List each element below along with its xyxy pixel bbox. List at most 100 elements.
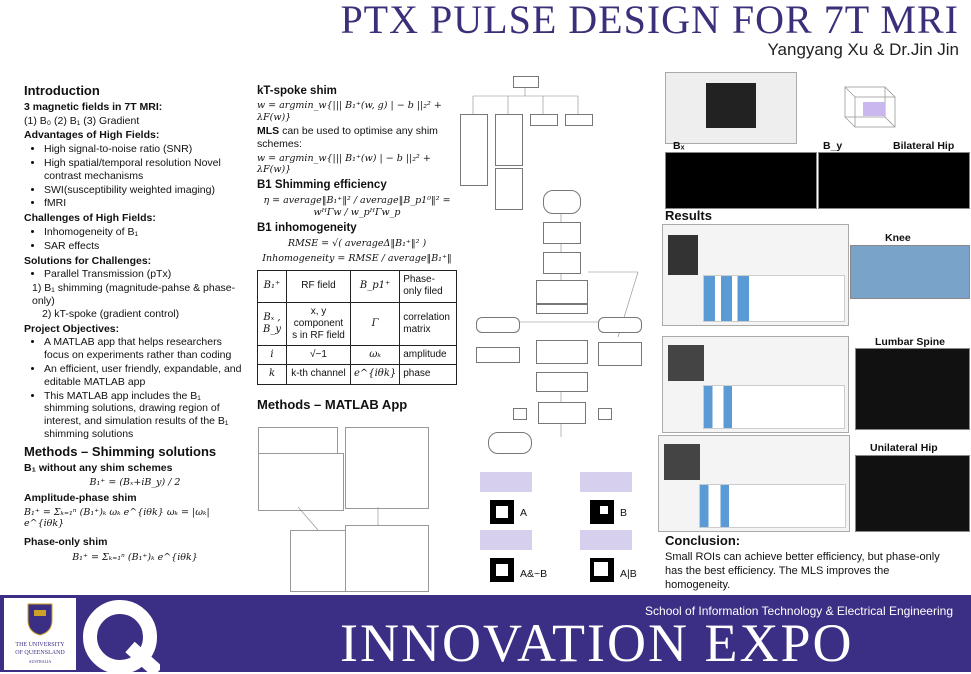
list-item: Inhomogeneity of B₁ <box>44 226 246 239</box>
q-logo-icon <box>83 600 160 672</box>
eq-noshim: B₁⁺ = (Bₓ+iB_y) / 2 <box>89 477 181 489</box>
table-cell: e^{iθk} <box>349 364 401 385</box>
roi-figure <box>480 472 632 582</box>
list-item: This MATLAB app includes the B₁ shimming… <box>44 390 246 441</box>
flow-box <box>598 342 642 366</box>
roi-label-anotb: A&~B <box>520 568 548 580</box>
flow-box <box>488 432 532 454</box>
eq-rmse: RMSE = √( averageΔ‖B₁⁺‖² ) <box>287 238 427 250</box>
fields-line: (1) B₀ (2) B₁ (3) Gradient <box>24 114 140 127</box>
header: PTX PULSE DESIGN FOR 7T MRI Yangyang Xu … <box>0 0 971 66</box>
knee-mri-image <box>668 235 698 275</box>
roi-cube-image <box>844 86 896 128</box>
footer <box>0 595 971 672</box>
list-item: SAR effects <box>44 240 246 253</box>
list-item: High signal-to-noise ratio (SNR) <box>44 143 246 156</box>
spine-mri-image <box>668 345 704 381</box>
roi-label-a: A <box>520 507 528 519</box>
sol-heading: Solutions for Challenges: <box>24 254 152 267</box>
flow-box <box>543 190 581 214</box>
conclusion-text: Small ROIs can achieve better efficiency… <box>665 551 940 591</box>
table-cell: x, y component s in RF field <box>286 301 351 347</box>
knee-efficiency-chart <box>703 275 845 322</box>
table-cell: Bₓ , B_y <box>257 301 287 347</box>
flow-box <box>476 317 520 333</box>
roi-label-aorb: A|B <box>620 568 637 580</box>
mls-word: MLS <box>257 125 280 138</box>
flow-box <box>513 76 539 88</box>
uml-connectors <box>297 506 379 531</box>
mls-line: MLS can be used to optimise any shim sch… <box>257 125 457 151</box>
adv-heading: Advantages of High Fields: <box>24 129 160 142</box>
unilateral-hip-label: Unilateral Hip <box>870 442 938 454</box>
uq-text-2: OF QUEENSLAND <box>15 650 65 656</box>
phase-heading: Phase-only shim <box>24 535 108 548</box>
flow-box <box>598 408 612 420</box>
table-cell: Phase-only filed <box>399 270 457 303</box>
uq-logo: THE UNIVERSITY OF QUEENSLAND AUSTRALIA <box>4 598 76 670</box>
eq-eff: η = average‖B₁⁺‖² / average‖B_p1⁰‖² = wᴴ… <box>263 194 451 218</box>
hip-mri-image <box>664 444 700 480</box>
flow-box <box>536 372 588 392</box>
table-cell: Γ <box>349 301 401 347</box>
spine-app-screenshot <box>662 336 849 433</box>
hip-app-screenshot <box>658 435 850 532</box>
eq-amp: B₁⁺ = Σₖ₌₁ⁿ (B₁⁺)ₖ ωₖ e^{iθk} ωₖ = |ωₖ| … <box>24 506 210 530</box>
intro-column: Introduction 3 magnetic fields in 7T MRI… <box>24 80 246 566</box>
kt-heading: kT-spoke shim <box>257 85 337 97</box>
knee-app-screenshot <box>662 224 849 326</box>
table-cell: phase <box>399 364 457 385</box>
by-field-maps <box>818 152 970 209</box>
table-cell: ωₖ <box>349 345 401 366</box>
hip-mri-photo <box>855 455 970 532</box>
adv-list: High signal-to-noise ratio (SNR) High sp… <box>24 143 246 210</box>
matlab-heading: Methods – MATLAB App <box>257 396 408 412</box>
bx-label: Bₓ <box>673 140 685 152</box>
eq-phase: B₁⁺ = Σₖ₌₁ⁿ (B₁⁺)ₖ e^{iθk} <box>72 551 198 563</box>
list-item: Parallel Transmission (pTx) <box>44 268 246 281</box>
roi-label-b: B <box>620 507 628 519</box>
obj-list: A MATLAB app that helps researchers focu… <box>24 336 246 440</box>
obj-heading: Project Objectives: <box>24 322 120 335</box>
results-heading: Results <box>665 208 712 223</box>
uq-crest-icon <box>27 603 53 636</box>
flow-box <box>476 347 520 363</box>
table-cell: √−1 <box>286 345 351 366</box>
flow-box <box>530 114 558 126</box>
flow-box <box>495 114 523 166</box>
flow-box <box>543 222 581 244</box>
spine-mri-photo <box>855 348 970 430</box>
flow-box <box>536 340 588 364</box>
kt-column: kT-spoke shim w = argmin_w{||| B₁⁺(w, g)… <box>257 82 457 414</box>
flow-box <box>495 168 523 210</box>
flow-box <box>513 408 527 420</box>
uq-text-1: THE UNIVERSITY <box>15 642 65 648</box>
knee-label: Knee <box>885 232 911 244</box>
table-cell: correlation matrix <box>399 301 457 347</box>
intro-heading: Introduction <box>24 83 100 98</box>
knee-photo <box>850 245 970 299</box>
flow-box <box>598 317 642 333</box>
uq-text-3: AUSTRALIA <box>28 659 52 664</box>
table-cell: amplitude <box>399 345 457 366</box>
table-cell: k <box>257 364 287 385</box>
list-item: A MATLAB app that helps researchers focu… <box>44 336 246 362</box>
bx-field-maps <box>665 152 817 209</box>
list-item: High spatial/temporal resolution Novel c… <box>44 157 246 183</box>
by-label: B_y <box>823 140 843 152</box>
chal-heading: Challenges of High Fields: <box>24 212 156 225</box>
authors: Yangyang Xu & Dr.Jin Jin <box>767 40 959 59</box>
mri-slice-image <box>706 83 756 128</box>
flow-box <box>543 252 581 274</box>
poster-title: PTX PULSE DESIGN FOR 7T MRI <box>340 0 959 42</box>
flow-box <box>460 114 488 186</box>
amp-heading: Amplitude-phase shim <box>24 492 137 505</box>
eq-mls: w = argmin_w{||| B₁⁺(w) | − b ||₂² + λF(… <box>257 152 431 176</box>
noshim-heading: B₁ without any shim schemes <box>24 461 173 474</box>
eq-kt: w = argmin_w{||| B₁⁺(w, g) | − b ||₂² + … <box>257 100 442 123</box>
list-item: An efficient, user friendly, expandable,… <box>44 363 246 389</box>
conclusion: Conclusion: Small ROIs can achieve bette… <box>665 533 945 593</box>
uml-class-box <box>345 427 429 509</box>
table-row: i √−1 ωₖ amplitude <box>257 345 457 366</box>
flow-box <box>536 304 588 314</box>
